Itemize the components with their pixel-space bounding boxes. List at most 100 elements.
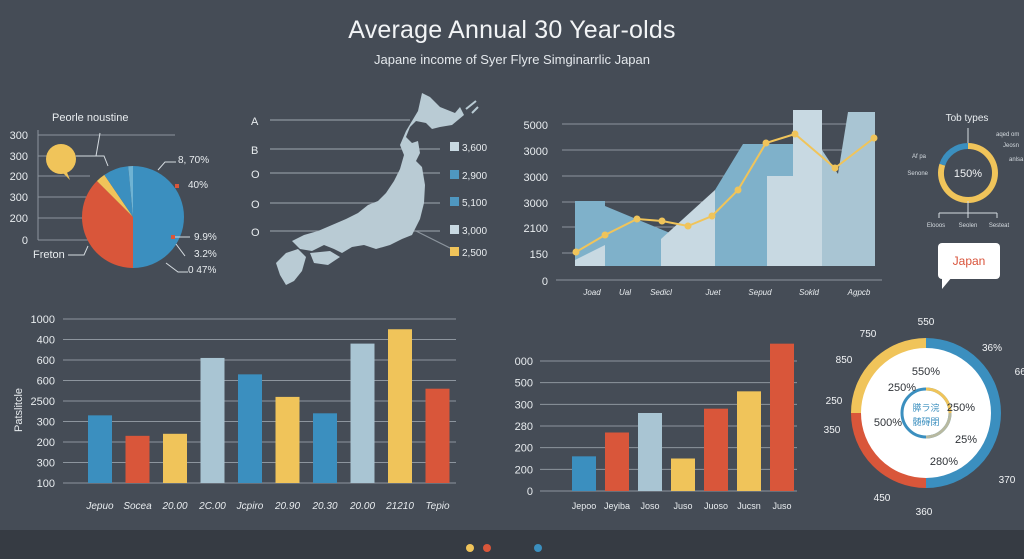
bar: [572, 456, 596, 491]
donut-inner-disc: [856, 343, 996, 483]
bar-chart-left: 1000 400 600 600 2500 300 200 300 100 Patslitcle J…: [13, 314, 456, 512]
legend-swatch: [450, 142, 459, 151]
line-point: [633, 215, 641, 223]
pie-label: 0 47%: [188, 265, 216, 276]
donut-outer-label: 450: [874, 493, 891, 504]
line-point: [870, 134, 878, 142]
small-donut-label: Af pa: [912, 154, 927, 160]
small-donut-label: Senone: [907, 171, 928, 177]
bar: [163, 433, 187, 483]
map-row-label: O: [251, 199, 260, 211]
donut-inner-label: 280%: [930, 456, 958, 468]
y-tick: 300: [37, 458, 55, 470]
donut-outer-label: 550: [918, 317, 935, 328]
bottom-bar: [0, 530, 1024, 559]
pie-slice: [133, 166, 184, 268]
line-point: [684, 222, 692, 230]
line-point: [791, 130, 799, 138]
pie-chart: Peorle noustine 300 300 200 300 200 0 8, 70% 40%…: [10, 112, 217, 276]
pie-slice: [96, 174, 133, 217]
pagination-dot[interactable]: [466, 544, 474, 552]
x-tick: 20.00: [349, 501, 375, 512]
x-tick: 21210: [385, 501, 414, 512]
area-block: [605, 206, 670, 266]
x-tick: Jepoo: [572, 501, 597, 511]
x-tick: Ual: [619, 288, 631, 297]
pie-label: 3.2%: [194, 249, 217, 260]
y-tick: 1000: [31, 314, 55, 326]
donut-outer-label: 370: [999, 475, 1016, 486]
bar: [770, 343, 794, 491]
japan-honshu-shape: [292, 93, 464, 253]
donut-segment: [938, 143, 998, 203]
donut-outer-label: 250: [826, 396, 843, 407]
pie-title: Peorle noustine: [52, 112, 128, 124]
small-donut-chart: Tob types 150% Af pa Senone aqed om Jeosn anls…: [907, 113, 1024, 229]
y-tick: 280: [515, 421, 533, 433]
y-tick: 100: [37, 478, 55, 490]
x-tick: Jucsn: [737, 501, 761, 511]
area-line-chart: 5000 3000 3000 3000 2100 150 0 Joad Ual Sedicl Jue…: [524, 110, 882, 297]
x-tick: Juso: [673, 501, 692, 511]
line-point: [601, 231, 609, 239]
donut-outer-label: 36%: [982, 343, 1002, 354]
x-tick: Agpcb: [847, 288, 871, 297]
donut-outer-label: 360: [916, 507, 933, 518]
donut-outer-label: 750: [860, 329, 877, 340]
x-tick: 2C.00: [198, 501, 226, 512]
line-point: [658, 217, 666, 225]
bar: [238, 374, 262, 483]
page-subtitle: Japane income of Syer Flyre Simginarrlic…: [373, 52, 650, 67]
y-tick: 600: [37, 376, 55, 388]
x-tick: Jepuo: [85, 501, 114, 512]
y-tick: 3000: [524, 146, 548, 158]
map-row-label: B: [251, 145, 258, 157]
bar: [275, 396, 300, 483]
x-tick: Juso: [772, 501, 791, 511]
legend-label: 2,900: [462, 171, 487, 182]
japan-shikoku-shape: [310, 251, 340, 265]
pagination-dot[interactable]: [534, 544, 542, 552]
legend-swatch: [450, 170, 459, 179]
y-tick: 300: [10, 151, 28, 163]
y-tick: 300: [10, 192, 28, 204]
y-tick: 2100: [524, 223, 548, 235]
y-tick: 5000: [524, 120, 548, 132]
bar: [704, 408, 728, 491]
small-donut-label: anlsa: [1009, 157, 1024, 163]
y-tick: 0: [527, 486, 533, 498]
bar: [737, 391, 761, 491]
donut-inner-label: 550%: [912, 366, 940, 378]
bar: [125, 435, 150, 483]
bar: [638, 413, 662, 491]
pie-left-label: Freton: [33, 249, 65, 261]
x-tick: Joad: [582, 288, 601, 297]
pagination-dot[interactable]: [483, 544, 491, 552]
y-tick: 200: [515, 443, 533, 455]
small-donut-center: 150%: [954, 168, 982, 180]
area-block: [822, 112, 875, 266]
legend-label: 2,500: [462, 248, 487, 259]
y-tick: 200: [37, 437, 55, 449]
donut-segment: [851, 338, 927, 414]
donut-inner-label: 500%: [874, 417, 902, 429]
y-tick: 400: [37, 335, 55, 347]
donut-segment: [925, 338, 1001, 488]
map-row-label: O: [251, 227, 260, 239]
small-donut-label: Jeosn: [1003, 143, 1019, 149]
y-tick: 600: [37, 355, 55, 367]
pie-slice: [104, 166, 133, 217]
page-title: Average Annual 30 Year-olds: [348, 16, 676, 44]
bar: [388, 329, 412, 483]
legend-swatch: [450, 225, 459, 234]
map-row-label: O: [251, 169, 260, 181]
line-point: [762, 139, 770, 147]
x-tick: Juet: [704, 288, 721, 297]
y-tick: 200: [10, 213, 28, 225]
line-point: [708, 212, 716, 220]
x-tick: 20.00: [161, 501, 187, 512]
y-tick: 200: [515, 464, 533, 476]
y-tick: 2500: [31, 396, 55, 408]
